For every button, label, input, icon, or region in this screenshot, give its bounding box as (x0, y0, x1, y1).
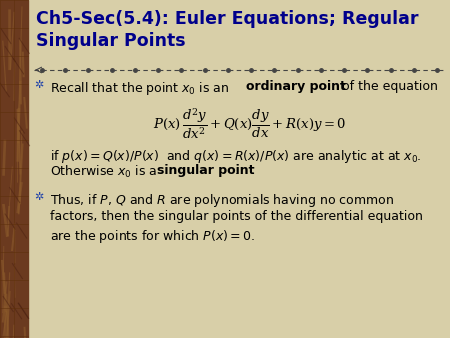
Bar (0, 0, 28, 338)
Text: Thus, if $P$, $Q$ and $R$ are polynomials having no common: Thus, if $P$, $Q$ and $R$ are polynomial… (50, 192, 394, 209)
Text: Recall that the point $x_0$ is an: Recall that the point $x_0$ is an (50, 80, 230, 97)
Text: ✲: ✲ (34, 192, 43, 202)
Text: $P(x)\,\dfrac{d^2y}{dx^2}+Q(x)\dfrac{dy}{dx}+R(x)y=0$: $P(x)\,\dfrac{d^2y}{dx^2}+Q(x)\dfrac{dy}… (153, 106, 346, 141)
Text: .: . (235, 164, 239, 177)
Text: ✲: ✲ (34, 80, 43, 90)
Text: Ch5-Sec(5.4): Euler Equations; Regular: Ch5-Sec(5.4): Euler Equations; Regular (36, 10, 419, 28)
Text: Singular Points: Singular Points (36, 32, 185, 50)
Text: ordinary point: ordinary point (246, 80, 346, 93)
Text: Otherwise $x_0$ is a: Otherwise $x_0$ is a (50, 164, 158, 180)
Text: if $p(x) = Q(x)/P(x)$  and $q(x)= R(x)/P(x)$ are analytic at at $x_0$.: if $p(x) = Q(x)/P(x)$ and $q(x)= R(x)/P(… (50, 148, 422, 165)
Text: singular point: singular point (157, 164, 255, 177)
Text: factors, then the singular points of the differential equation: factors, then the singular points of the… (50, 210, 423, 223)
Text: are the points for which $P(x) = 0$.: are the points for which $P(x) = 0$. (50, 228, 256, 245)
Text: of the equation: of the equation (338, 80, 438, 93)
